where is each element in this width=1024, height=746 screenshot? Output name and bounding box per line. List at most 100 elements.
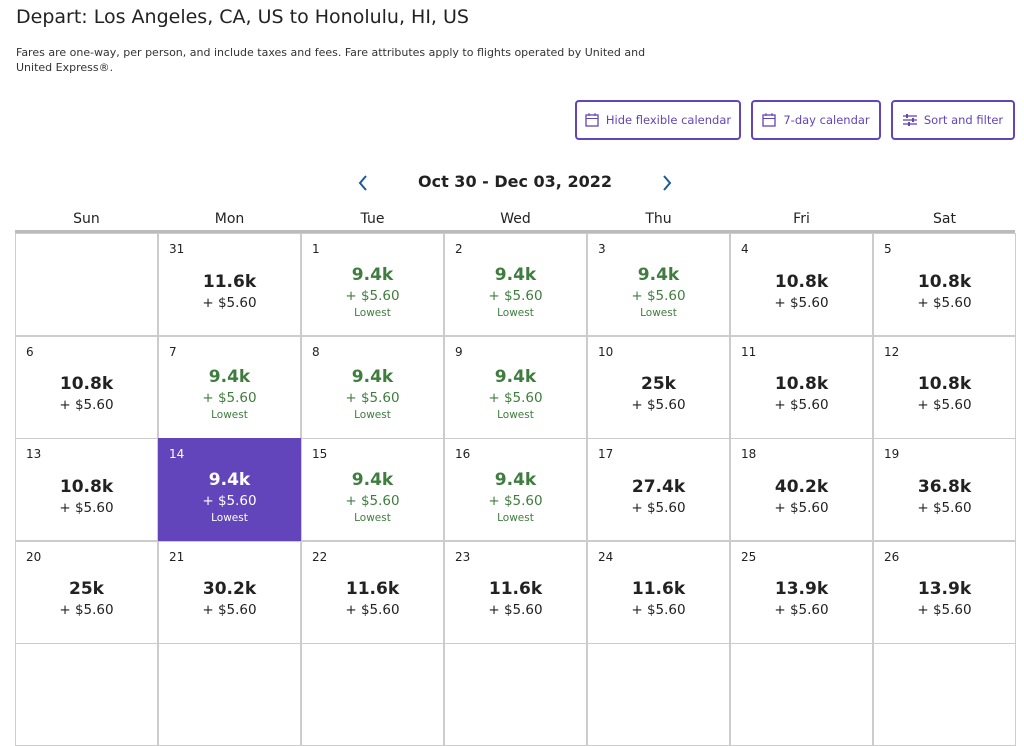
- day-cell[interactable]: 6 10.8k + $5.60: [15, 335, 158, 439]
- miles: 9.4k: [351, 367, 394, 387]
- day-cell[interactable]: 22 11.6k + $5.60: [301, 540, 444, 644]
- fare-note: Lowest: [211, 511, 248, 524]
- day-cell[interactable]: 2 9.4k + $5.60 Lowest: [444, 233, 587, 336]
- calendar-icon: [585, 113, 599, 127]
- fee: + $5.60: [631, 602, 686, 618]
- day-cell[interactable]: 11 10.8k + $5.60: [730, 335, 873, 439]
- day-cell[interactable]: 1 9.4k + $5.60 Lowest: [301, 233, 444, 336]
- fare: 9.4k + $5.60 Lowest: [302, 461, 443, 532]
- hide-flexible-button[interactable]: Hide flexible calendar: [575, 100, 741, 140]
- day-number: 1: [312, 242, 320, 256]
- day-cell[interactable]: 25 13.9k + $5.60: [730, 540, 873, 644]
- day-cell[interactable]: 23 11.6k + $5.60: [444, 540, 587, 644]
- fee: + $5.60: [202, 294, 257, 311]
- day-cell[interactable]: 8 9.4k + $5.60 Lowest: [301, 335, 444, 439]
- date-range: Oct 30 - Dec 03, 2022: [418, 172, 612, 191]
- day-number: 4: [741, 242, 749, 256]
- day-number: 14: [169, 447, 185, 461]
- seven-day-button[interactable]: 7-day calendar: [751, 100, 881, 140]
- empty-cell: [15, 233, 158, 336]
- day-cell[interactable]: 16 9.4k + $5.60 Lowest: [444, 438, 587, 541]
- day-number: 8: [312, 344, 320, 359]
- fee: + $5.60: [774, 397, 829, 413]
- fee: + $5.60: [202, 390, 257, 406]
- next-arrow[interactable]: [661, 174, 673, 192]
- fare: 11.6k + $5.60: [302, 564, 443, 635]
- day-cell[interactable]: 7 9.4k + $5.60 Lowest: [158, 335, 301, 439]
- day-number: 19: [884, 447, 900, 461]
- fare: 10.8k + $5.60: [16, 461, 157, 532]
- miles: 36.8k: [917, 476, 972, 497]
- fare: 10.8k + $5.60: [16, 359, 157, 430]
- calendar-grid: 31 11.6k + $5.60 1 9.4k + $5.60 Lowest 2 9.4k + $…: [15, 230, 1016, 746]
- day-cell[interactable]: 12 10.8k + $5.60: [873, 335, 1016, 439]
- miles: 9.4k: [494, 367, 537, 387]
- filter-icon: [902, 114, 917, 126]
- day-cell[interactable]: 21 30.2k + $5.60: [158, 540, 301, 644]
- day-cell[interactable]: 19 36.8k + $5.60: [873, 438, 1016, 541]
- day-number: 18: [741, 447, 757, 461]
- day-cell[interactable]: 31 11.6k + $5.60: [158, 233, 301, 336]
- day-cell[interactable]: 9 9.4k + $5.60 Lowest: [444, 335, 587, 439]
- day-number: 6: [26, 344, 34, 359]
- fare-note: Lowest: [211, 409, 248, 421]
- day-cell[interactable]: 15 9.4k + $5.60 Lowest: [301, 438, 444, 541]
- day-cell[interactable]: 5 10.8k + $5.60: [873, 233, 1016, 336]
- fare: 10.8k + $5.60: [874, 359, 1015, 430]
- day-cell[interactable]: 3 9.4k + $5.60 Lowest: [587, 233, 730, 336]
- weekday: Tue: [360, 211, 385, 227]
- next-week-cell: [444, 643, 587, 746]
- fee: + $5.60: [488, 492, 543, 509]
- day-number: 15: [312, 447, 328, 461]
- miles: 11.6k: [345, 579, 400, 599]
- fee: + $5.60: [774, 294, 829, 311]
- day-cell[interactable]: 4 10.8k + $5.60: [730, 233, 873, 336]
- title: Depart: Los Angeles, CA, US to Honolulu,…: [16, 6, 469, 28]
- fare: 27.4k + $5.60: [588, 461, 729, 532]
- day-cell[interactable]: 14 9.4k + $5.60 Lowest: [158, 438, 301, 541]
- day-cell[interactable]: 20 25k + $5.60: [15, 540, 158, 644]
- fare-note: Lowest: [497, 511, 534, 524]
- fee: + $5.60: [345, 602, 400, 618]
- weekday: Sat: [933, 211, 956, 227]
- day-cell[interactable]: 10 25k + $5.60: [587, 335, 730, 439]
- day-cell[interactable]: 18 40.2k + $5.60: [730, 438, 873, 541]
- fare-note: Lowest: [354, 409, 391, 421]
- fee: + $5.60: [917, 397, 972, 413]
- day-number: 5: [884, 242, 892, 256]
- fee: + $5.60: [917, 602, 972, 618]
- next-week-cell: [15, 643, 158, 746]
- day-cell[interactable]: 13 10.8k + $5.60: [15, 438, 158, 541]
- fee: + $5.60: [631, 499, 686, 516]
- day-number: 22: [312, 549, 328, 564]
- fee: + $5.60: [202, 602, 257, 618]
- miles: 9.4k: [351, 469, 394, 490]
- button-label: Hide flexible calendar: [605, 113, 732, 127]
- fee: + $5.60: [774, 602, 829, 618]
- fare: 9.4k + $5.60 Lowest: [445, 461, 586, 532]
- miles: 9.4k: [208, 469, 251, 490]
- day-number: 9: [455, 344, 463, 359]
- day-number: 23: [455, 549, 471, 564]
- day-cell[interactable]: 24 11.6k + $5.60: [587, 540, 730, 644]
- day-cell[interactable]: 17 27.4k + $5.60: [587, 438, 730, 541]
- miles: 9.4k: [494, 264, 537, 285]
- miles: 9.4k: [494, 469, 537, 490]
- sort-filter-button[interactable]: Sort and filter: [891, 100, 1015, 140]
- weekday: Sun: [73, 211, 100, 227]
- day-cell[interactable]: 26 13.9k + $5.60: [873, 540, 1016, 644]
- fare-note: Lowest: [497, 409, 534, 421]
- day-number: 16: [455, 447, 471, 461]
- fee: + $5.60: [345, 390, 400, 406]
- miles: 13.9k: [917, 579, 972, 599]
- next-week-cell: [158, 643, 301, 746]
- miles: 25k: [641, 374, 676, 394]
- fare: 25k + $5.60: [588, 359, 729, 430]
- weekday: Thu: [645, 211, 672, 227]
- weekday: Fri: [793, 211, 810, 227]
- prev-arrow[interactable]: [357, 174, 369, 192]
- weekday: Mon: [214, 211, 245, 227]
- day-number: 20: [26, 549, 42, 564]
- calendar-icon: [762, 113, 777, 127]
- day-number: 31: [169, 242, 185, 256]
